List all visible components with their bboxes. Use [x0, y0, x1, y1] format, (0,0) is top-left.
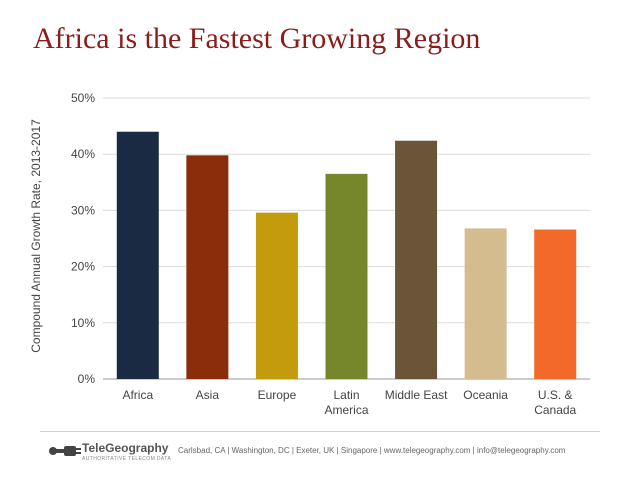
x-tick-label: Europe	[258, 388, 297, 402]
y-tick-label: 20%	[71, 260, 95, 274]
bar	[464, 228, 507, 379]
y-tick-label: 50%	[71, 91, 95, 105]
x-tick-label: Africa	[122, 388, 153, 402]
telegeography-logo: TeleGeography AUTHORITATIVE TELECOM DATA	[48, 440, 172, 468]
y-tick-label: 0%	[78, 372, 96, 386]
footer-divider	[40, 431, 600, 432]
y-tick-label: 10%	[71, 316, 95, 330]
logo-name: TeleGeography	[82, 441, 169, 455]
bar-chart: 0% 10% 20% 30% 40% 50% Africa Asia Europe Latin Am…	[71, 91, 590, 417]
x-tick-label: Oceania	[463, 388, 508, 402]
bar	[255, 212, 298, 379]
footer-contact-text: Carlsbad, CA | Washington, DC | Exeter, …	[178, 446, 566, 455]
y-tick-label: 40%	[71, 147, 95, 161]
x-tick-label: U.S. & Canada	[534, 388, 576, 417]
bar	[325, 173, 368, 379]
x-tick-label: Latin America	[324, 388, 368, 417]
y-tick-label: 30%	[71, 203, 95, 217]
bar	[534, 229, 577, 379]
x-tick-label: Asia	[196, 388, 220, 402]
logo-tagline: AUTHORITATIVE TELECOM DATA	[82, 456, 172, 462]
chart-title: Africa is the Fastest Growing Region	[33, 22, 481, 55]
bar	[116, 131, 159, 379]
x-tick-label: Middle East	[385, 388, 448, 402]
bar	[395, 140, 438, 379]
y-axis-label: Compound Annual Growth Rate, 2013-2017	[29, 119, 43, 353]
telephone-plug-icon	[49, 446, 81, 456]
bar	[186, 155, 229, 379]
